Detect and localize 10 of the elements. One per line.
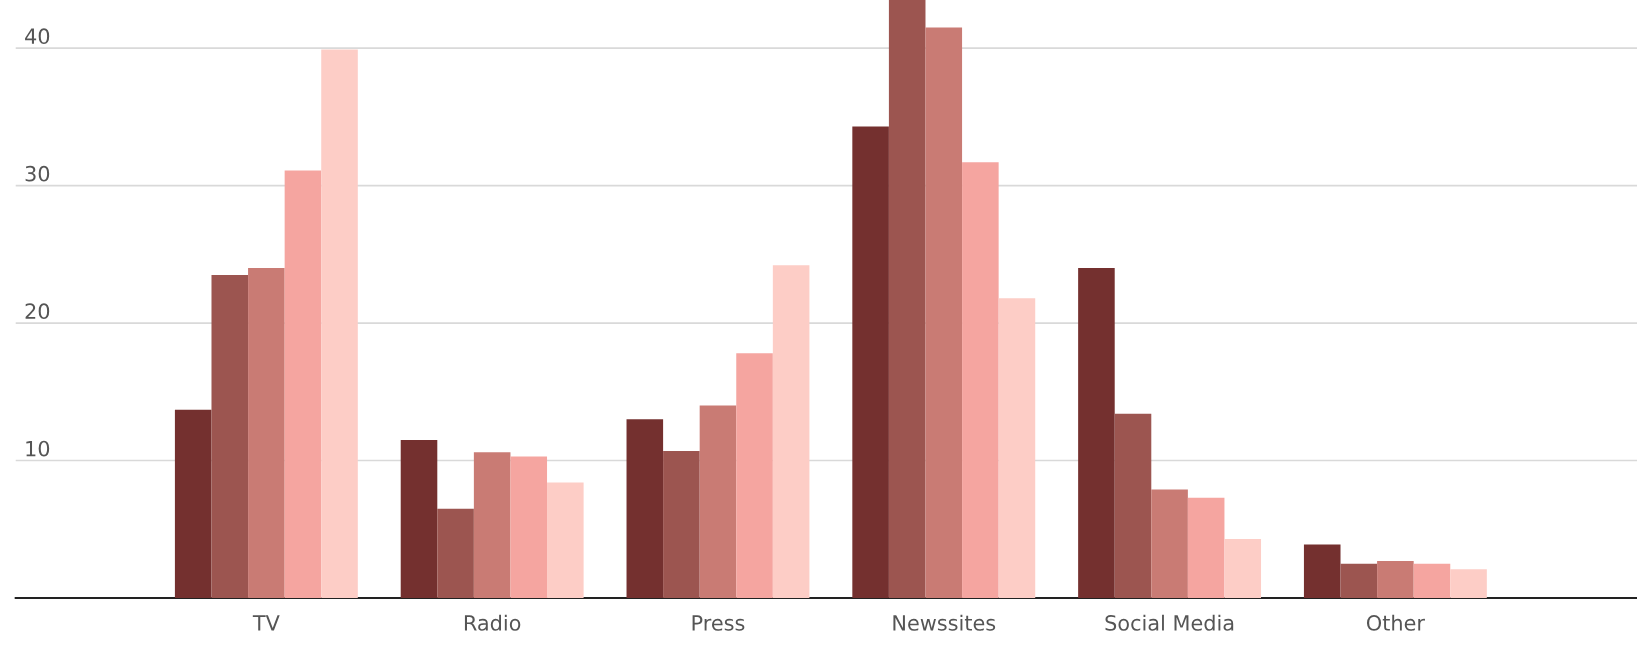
x-tick-label: Other [1366,614,1425,631]
y-tick-label: 20 [25,303,50,320]
x-tick-label: Newssites [893,614,996,631]
y-tick-label: 10 [26,440,50,457]
y-tick-label: 30 [25,165,50,182]
x-tick-label: TV [252,615,280,631]
y-tick-label: 40 [25,28,50,45]
x-tick-label: Press [692,615,745,631]
x-tick-label: Social Media [1105,614,1234,631]
x-tick-label: Radio [464,614,521,631]
